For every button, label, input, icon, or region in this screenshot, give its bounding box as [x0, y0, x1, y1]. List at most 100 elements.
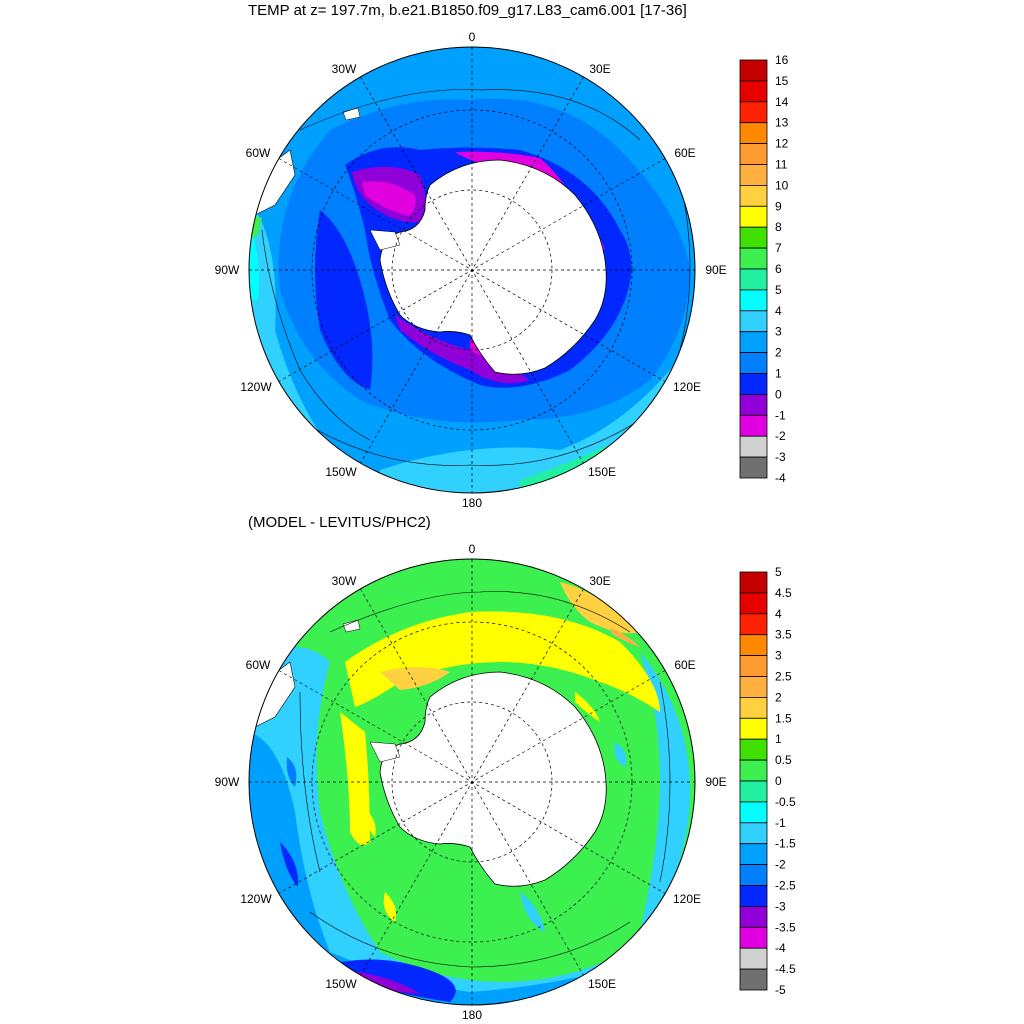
colorbar-label: 14: [775, 95, 789, 109]
colorbar-swatch: [739, 780, 768, 803]
lon-label-30w: 30W: [332, 574, 357, 588]
lon-label-30e: 30E: [589, 574, 610, 588]
colorbar-swatch: [739, 738, 768, 761]
colorbar-swatch: [739, 926, 768, 949]
colorbar-label: -1.5: [775, 837, 796, 851]
colorbar-label: 3: [775, 649, 782, 663]
polar-map-difference: 0 30E 60E 90E 120E 150E 180 150W 120W 90…: [215, 542, 796, 1022]
lon-label-60w: 60W: [246, 146, 271, 160]
graticule: [249, 47, 695, 493]
colorbar-label: 7: [775, 241, 782, 255]
map-border: [248, 558, 696, 1006]
colorbar-label: 13: [775, 116, 789, 130]
colorbar-swatch: [739, 759, 768, 782]
colorbar-swatch: [739, 613, 768, 636]
lon-label-0: 0: [469, 30, 476, 44]
colorbar-swatch: [739, 864, 768, 886]
colorbar-swatch: [739, 352, 768, 374]
colorbar-label: 0.5: [775, 753, 792, 767]
colorbar-swatch: [739, 655, 768, 677]
lon-label-90w: 90W: [215, 263, 240, 277]
panel-title: (MODEL - LEVITUS/PHC2): [248, 514, 431, 531]
map-border: [248, 46, 696, 494]
colorbar-label: -4.5: [775, 962, 796, 976]
colorbar-swatch: [739, 59, 768, 82]
colorbar-swatch: [739, 571, 768, 594]
colorbar-label: 9: [775, 199, 782, 213]
colorbar-swatch: [739, 843, 768, 866]
lon-label-150e: 150E: [588, 465, 616, 479]
colorbar-swatch: [739, 184, 768, 207]
colorbar-swatch: [739, 676, 768, 698]
lon-label-120e: 120E: [673, 892, 701, 906]
lon-label-120w: 120W: [240, 892, 272, 906]
colorbar-swatch: [739, 122, 768, 144]
colorbar-label: -2.5: [775, 879, 796, 893]
colorbar: 5 4.5 4 3.5 3 2.5 2 1.5 1 0.5 0 -0.5 -1 -1.5 -2 -2.5 -3 -…: [739, 565, 796, 997]
colorbar-label: 11: [775, 158, 788, 172]
colorbar-label: 2: [775, 346, 782, 360]
colorbar-label: -5: [775, 983, 786, 997]
colorbar-swatch: [739, 373, 768, 395]
lon-label-30e: 30E: [589, 62, 610, 76]
colorbar-swatch: [739, 905, 768, 928]
colorbar-label: -4: [775, 471, 786, 485]
colorbar-label: 3.5: [775, 628, 792, 642]
graticule: [249, 559, 695, 1005]
map-panel-difference: (MODEL - LEVITUS/PHC2): [0, 512, 1024, 1024]
colorbar-swatch: [739, 801, 768, 824]
colorbar-label: 5: [775, 565, 782, 579]
colorbar-swatch: [739, 80, 768, 103]
lon-label-60e: 60E: [674, 146, 695, 160]
colorbar-swatch: [739, 393, 768, 416]
colorbar-label: 6: [775, 262, 782, 276]
colorbar-label: -1: [775, 408, 786, 422]
colorbar-label: 16: [775, 53, 789, 67]
lon-label-60e: 60E: [674, 658, 695, 672]
colorbar-swatch: [739, 143, 768, 165]
colorbar-label: 0: [775, 387, 782, 401]
colorbar-swatch: [739, 205, 768, 228]
colorbar-swatch: [739, 268, 768, 291]
temperature-field: [249, 47, 695, 493]
map-panel-temperature: TEMP at z= 197.7m, b.e21.B1850.f09_g17.L…: [215, 2, 789, 510]
colorbar-swatch: [739, 947, 768, 970]
lon-label-120e: 120E: [673, 380, 701, 394]
colorbar-swatch: [739, 101, 768, 124]
colorbar-label: 10: [775, 178, 789, 192]
colorbar-label: 15: [775, 74, 789, 88]
colorbar-label: -0.5: [775, 795, 796, 809]
longitude-labels: 0 30E 60E 90E 120E 150E 180 150W 120W 90…: [215, 542, 727, 1022]
lon-label-90e: 90E: [705, 263, 726, 277]
lon-label-180: 180: [462, 496, 482, 510]
colorbar-swatch: [739, 456, 768, 479]
lon-label-150w: 150W: [325, 465, 357, 479]
colorbar-swatch: [739, 435, 768, 458]
colorbar-label: -2: [775, 429, 786, 443]
lon-label-150w: 150W: [325, 977, 357, 991]
colorbar-label: 3: [775, 325, 782, 339]
colorbar-swatch: [739, 164, 768, 186]
longitude-labels: 0 30E 60E 90E 120E 150E 180 150W 120W 90…: [215, 30, 727, 510]
colorbar-label: 1: [775, 732, 782, 746]
colorbar-label: -3.5: [775, 920, 796, 934]
lon-label-60w: 60W: [246, 658, 271, 672]
colorbar-swatch: [739, 247, 768, 270]
colorbar-swatch: [739, 885, 768, 907]
colorbar-swatch: [739, 634, 768, 656]
colorbar-label: 1: [775, 367, 782, 381]
colorbar-label: 4: [775, 607, 782, 621]
lon-label-90w: 90W: [215, 775, 240, 789]
colorbar-label: 2.5: [775, 670, 792, 684]
lon-label-0: 0: [469, 542, 476, 556]
colorbar-label: 8: [775, 220, 782, 234]
colorbar-label: 1.5: [775, 711, 792, 725]
colorbar-label: 2: [775, 690, 782, 704]
colorbar-swatch: [739, 331, 768, 354]
colorbar-label: -3: [775, 899, 786, 913]
colorbar-swatch: [739, 717, 768, 740]
colorbar-swatch: [739, 226, 768, 249]
lon-label-30w: 30W: [332, 62, 357, 76]
colorbar-label: 0: [775, 774, 782, 788]
